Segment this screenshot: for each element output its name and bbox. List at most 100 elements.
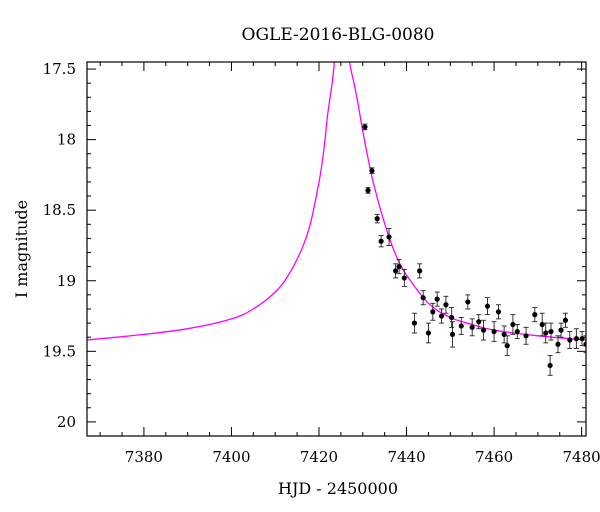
point-marker xyxy=(543,330,549,336)
data-point xyxy=(480,319,487,341)
data-point xyxy=(484,297,491,316)
data-point xyxy=(547,355,553,376)
data-point xyxy=(514,324,520,340)
data-point xyxy=(425,322,432,344)
y-tick-label: 18 xyxy=(57,131,76,149)
point-marker xyxy=(562,317,569,323)
point-marker xyxy=(411,320,418,326)
point-marker xyxy=(425,330,432,336)
data-point xyxy=(369,167,375,174)
data-point xyxy=(430,302,436,321)
data-point xyxy=(476,314,482,330)
point-marker xyxy=(579,336,585,342)
point-marker xyxy=(491,328,497,335)
data-point xyxy=(567,331,573,349)
point-marker xyxy=(480,327,487,333)
point-marker xyxy=(514,328,520,335)
x-tick-label: 7400 xyxy=(212,448,250,466)
x-tick-label: 7480 xyxy=(563,448,600,466)
x-tick-label: 7460 xyxy=(475,448,513,466)
data-point xyxy=(420,290,426,306)
axis-ticks xyxy=(87,62,586,437)
data-point xyxy=(501,325,507,344)
data-point xyxy=(374,213,380,224)
point-marker xyxy=(386,234,392,240)
data-point xyxy=(558,322,564,338)
data-point xyxy=(401,269,407,287)
data-point xyxy=(583,335,586,354)
data-point xyxy=(438,308,445,324)
data-point xyxy=(365,187,371,194)
point-marker xyxy=(449,331,456,337)
point-marker xyxy=(443,302,449,308)
point-marker xyxy=(365,187,371,194)
data-point xyxy=(443,295,449,314)
data-point xyxy=(555,335,561,354)
data-point xyxy=(378,235,384,248)
tick-labels: 7380 7400 7420 7440 7460 7480 17.5 18 18.5 19 19.5… xyxy=(43,60,600,466)
point-marker xyxy=(547,362,553,369)
point-marker xyxy=(392,268,399,274)
x-tick-label: 7380 xyxy=(125,448,163,466)
point-marker xyxy=(369,168,375,174)
point-marker xyxy=(558,327,564,333)
data-point xyxy=(491,321,497,342)
point-marker xyxy=(417,268,423,274)
point-marker xyxy=(548,328,554,335)
data-point xyxy=(392,263,399,279)
data-point xyxy=(543,322,549,344)
y-axis-label: I magnitude xyxy=(12,200,31,298)
point-marker xyxy=(567,337,573,343)
data-point xyxy=(362,123,368,131)
data-point xyxy=(417,263,423,279)
data-points xyxy=(362,123,586,376)
point-marker xyxy=(523,333,529,339)
data-point xyxy=(469,318,475,337)
point-marker xyxy=(476,319,482,325)
point-marker xyxy=(510,321,516,328)
data-point xyxy=(548,322,554,341)
data-point xyxy=(386,228,392,246)
data-point xyxy=(449,307,455,328)
data-point xyxy=(504,335,510,357)
point-marker xyxy=(495,309,502,315)
point-marker xyxy=(396,264,402,270)
data-point xyxy=(579,331,585,347)
point-marker xyxy=(504,343,510,349)
point-marker xyxy=(434,296,440,302)
x-tick-label: 7440 xyxy=(387,448,425,466)
point-marker xyxy=(532,312,538,318)
chart-title: OGLE-2016-BLG-0080 xyxy=(242,25,435,45)
data-point xyxy=(562,312,569,328)
point-marker xyxy=(438,313,445,319)
point-marker xyxy=(465,299,471,305)
point-marker xyxy=(573,336,579,342)
y-tick-label: 18.5 xyxy=(43,201,76,219)
point-marker xyxy=(583,341,586,347)
data-point xyxy=(510,314,516,335)
y-tick-label: 20 xyxy=(57,413,76,431)
point-marker xyxy=(401,275,407,281)
model-layer xyxy=(87,62,586,341)
data-point xyxy=(523,326,529,345)
point-marker xyxy=(430,309,436,315)
plot-frame xyxy=(86,61,587,437)
data-point xyxy=(465,294,471,310)
data-point xyxy=(495,304,502,320)
data-point xyxy=(434,291,440,307)
y-tick-label: 19.5 xyxy=(43,342,76,360)
point-marker xyxy=(374,216,380,222)
y-tick-label: 19 xyxy=(57,272,76,290)
data-point xyxy=(396,259,402,275)
point-marker xyxy=(484,303,491,309)
data-point xyxy=(458,316,464,335)
data-point xyxy=(411,312,418,334)
data-point xyxy=(573,328,579,349)
point-marker xyxy=(555,341,561,347)
x-axis-label: HJD - 2450000 xyxy=(278,479,398,498)
y-tick-label: 17.5 xyxy=(43,60,76,78)
point-marker xyxy=(458,323,464,329)
data-point xyxy=(532,307,538,323)
point-marker xyxy=(362,124,368,130)
